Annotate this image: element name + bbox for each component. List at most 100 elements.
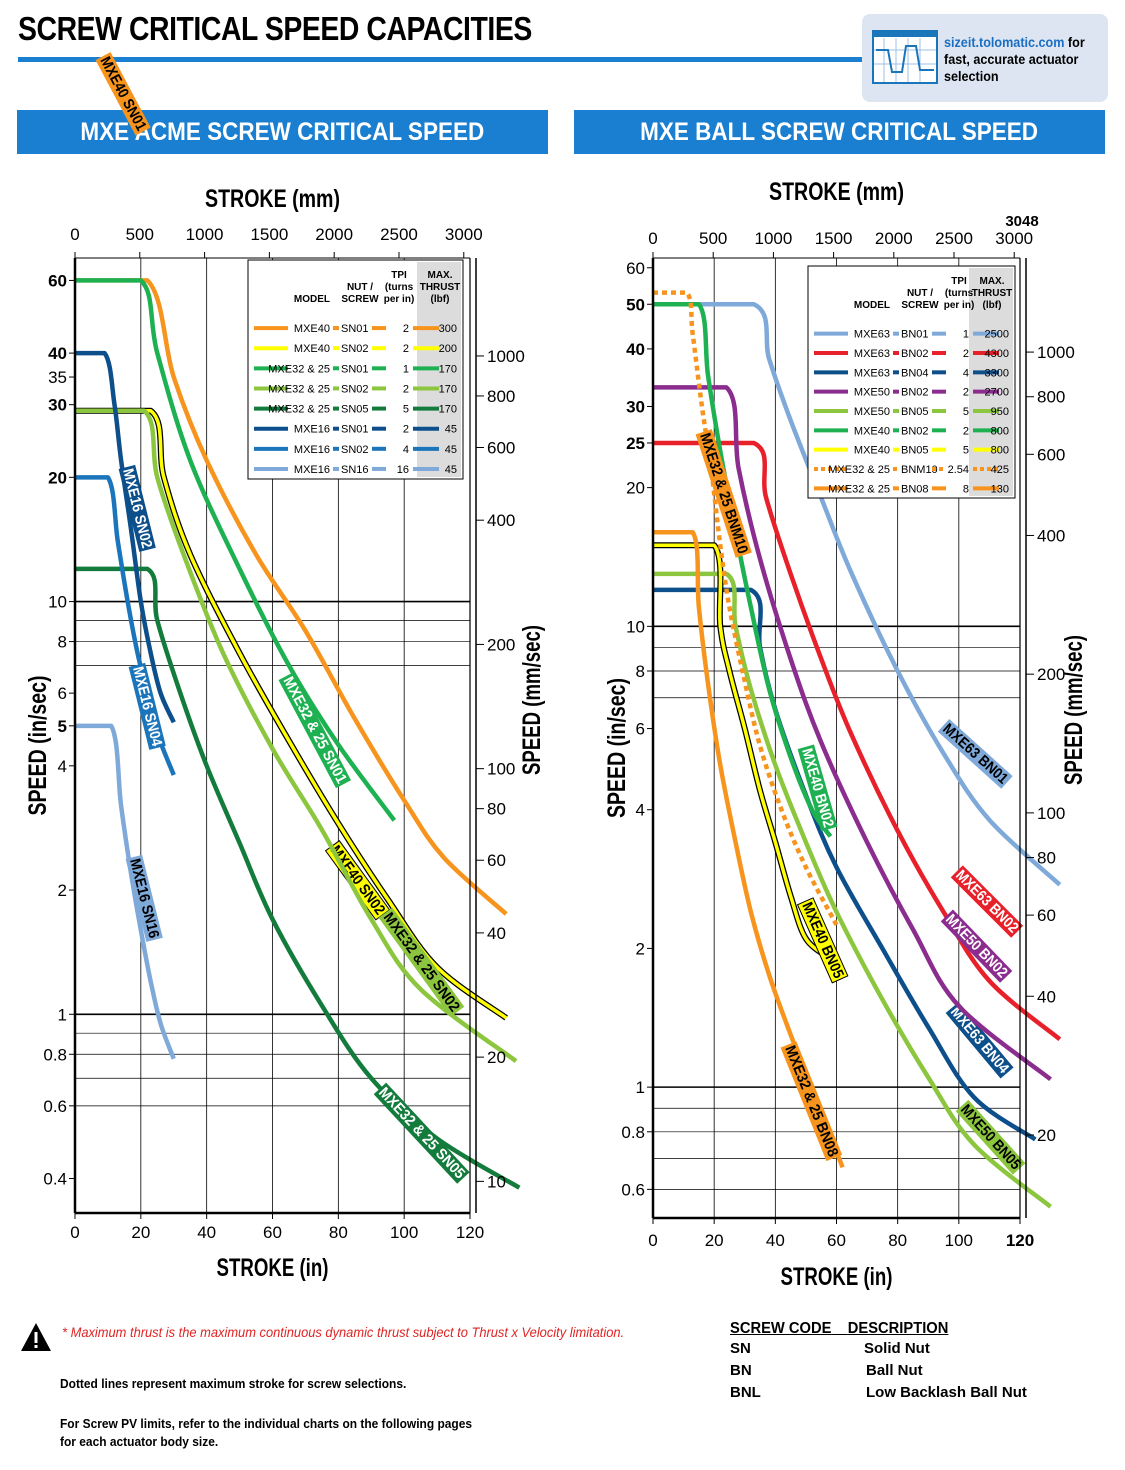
right-tick-label: 1000 [487, 347, 525, 366]
screw-code: SN [730, 1340, 751, 1357]
pv-note-1: For Screw PV limits, refer to the indivi… [60, 1416, 473, 1431]
right-tick-label: 100 [1037, 804, 1065, 823]
promo-text-1: for [1067, 34, 1085, 50]
legend-tpi: 5 [403, 404, 409, 416]
bottom-tick-label: 0 [70, 1223, 79, 1242]
series-label-bg [797, 744, 838, 832]
left-tick-label: 10 [48, 593, 67, 612]
legend-model: MXE32 & 25 [268, 363, 330, 375]
top-tick-label: 2500 [935, 229, 973, 248]
legend-thrust-shade [969, 268, 1013, 496]
legend-header-screw-1: NUT / [347, 282, 373, 293]
series-label-mxe32-25-bn08: MXE32 & 25 BN08 [780, 1041, 843, 1162]
left-tick-label: 6 [636, 720, 645, 739]
legend-thrust: 300 [439, 323, 457, 335]
promo-text-3: selection [944, 68, 999, 84]
promo-link[interactable]: sizeit.tolomatic.com [944, 34, 1065, 50]
legend-thrust: 2500 [985, 329, 1009, 341]
left-tick-label: 30 [48, 396, 67, 415]
bottom-tick-label: 20 [131, 1223, 150, 1242]
right-tick-label: 800 [1037, 388, 1065, 407]
bottom-tick-label: 80 [888, 1231, 907, 1250]
legend-header-thrust-3: (lbf) [983, 300, 1002, 311]
right-tick-label: 1000 [1037, 343, 1075, 362]
legend-tpi: 16 [397, 464, 409, 476]
legend-tpi: 2 [403, 424, 409, 436]
legend-model: MXE16 [294, 444, 330, 456]
right-tick-label: 80 [1037, 849, 1056, 868]
legend-model: MXE63 [854, 329, 890, 341]
series-line-mxe16-sn02 [75, 350, 176, 724]
legend-header-screw-2: SCREW [901, 300, 939, 311]
series-line-mxe32-25-bn08 [653, 530, 845, 1169]
legend-header-tpi-3: per in) [944, 300, 975, 311]
top-tick-label: 2000 [315, 225, 353, 244]
screw-description: Low Backlash Ball Nut [866, 1384, 1027, 1401]
series-label-mxe63-bn04: MXE63 BN04 [945, 1002, 1014, 1079]
left-tick-label: 1 [58, 1005, 67, 1024]
series-label-mxe63-bn01: MXE63 BN01 [937, 719, 1013, 789]
left-tick-label: 8 [58, 633, 67, 652]
right-axis-title: SPEED (mm/sec) [1060, 635, 1088, 785]
title-rule [18, 57, 863, 62]
legend-thrust: 4300 [985, 348, 1009, 360]
legend-model: MXE40 [854, 425, 890, 437]
series-label-bg [278, 672, 352, 789]
series-label-bg [95, 52, 151, 136]
left-tick-label: 4 [58, 757, 67, 776]
promo-text: sizeit.tolomatic.com for fast, accurate … [944, 34, 1102, 85]
bottom-tick-label: 100 [390, 1223, 418, 1242]
series-label-text: MXE32 & 25 BN08 [781, 1043, 841, 1159]
legend-model: MXE32 & 25 [828, 464, 890, 476]
series-line-mxe40-sn01 [75, 278, 508, 916]
top-tick-label: 0 [70, 225, 79, 244]
warning-icon [21, 1323, 51, 1351]
ball-banner: MXE BALL SCREW CRITICAL SPEED [574, 110, 1105, 154]
series-label-bg [373, 1082, 470, 1184]
legend-thrust: 45 [445, 444, 457, 456]
right-tick-label: 400 [1037, 526, 1065, 545]
legend-thrust: 45 [445, 464, 457, 476]
acme-banner: MXE ACME SCREW CRITICAL SPEED [17, 110, 548, 154]
legend-header-model: MODEL [294, 294, 330, 305]
legend-model: MXE40 [294, 343, 330, 355]
legend-thrust: 170 [439, 383, 457, 395]
series-line-mxe50-bn05 [653, 571, 1052, 1209]
legend-thrust: 3300 [985, 367, 1009, 379]
legend-screw: BN02 [901, 387, 929, 399]
top-tick-label: 1000 [186, 225, 224, 244]
thrust-warning: * Maximum thrust is the maximum continuo… [62, 1324, 625, 1340]
series-label-bg [940, 909, 1013, 983]
legend-thrust: 170 [439, 404, 457, 416]
legend-tpi: 5 [963, 445, 969, 457]
legend-screw: SN05 [341, 404, 369, 416]
right-tick-label: 60 [487, 851, 506, 870]
legend-header-screw-1: NUT / [907, 288, 933, 299]
series-label-bg [118, 464, 156, 552]
top-tick-label: 500 [699, 229, 727, 248]
left-tick-label: 20 [48, 468, 67, 487]
screw-code: BNL [730, 1384, 761, 1401]
series-label-bg [695, 429, 752, 558]
legend-tpi: 5 [963, 406, 969, 418]
legend-screw: BN04 [901, 367, 929, 379]
legend-screw: SN01 [341, 323, 369, 335]
legend-thrust: 950 [991, 406, 1009, 418]
series-label-text: MXE63 BN01 [939, 720, 1011, 787]
legend-model: MXE40 [854, 445, 890, 457]
legend-header-tpi-1: TPI [391, 270, 407, 281]
left-tick-label: 35 [48, 368, 67, 387]
legend-header-tpi-3: per in) [384, 294, 415, 305]
top-tick-extra-label: 3048 [1005, 213, 1038, 230]
left-tick-label: 4 [636, 801, 645, 820]
dotted-note: Dotted lines represent maximum stroke fo… [60, 1376, 407, 1391]
legend-tpi: 4 [403, 444, 409, 456]
legend-screw: SN01 [341, 363, 369, 375]
right-tick-label: 100 [487, 760, 515, 779]
left-tick-label: 20 [626, 479, 645, 498]
sizeit-promo[interactable]: sizeit.tolomatic.com for fast, accurate … [862, 14, 1108, 102]
